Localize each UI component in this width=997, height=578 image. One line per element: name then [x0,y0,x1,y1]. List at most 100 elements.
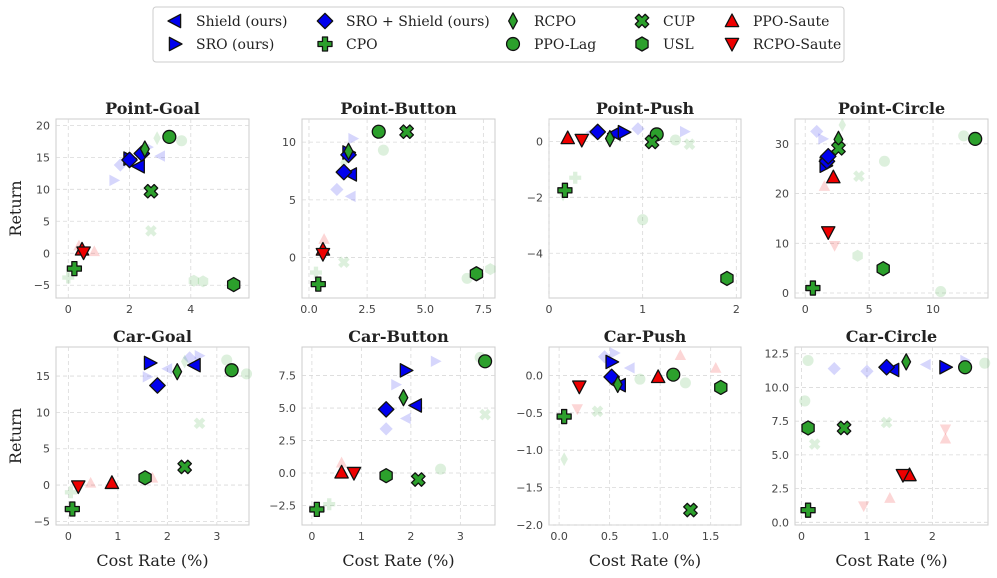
point-shield-ours [131,159,145,174]
panel-title: Point-Circle [838,99,945,118]
x-tick-label: 1.0 [651,530,669,543]
point-cpo [556,408,572,425]
x-tick-label: 10 [926,303,940,316]
y-tick-label: 10 [36,406,50,419]
legend-label-shield-ours: Shield (ours) [196,14,288,30]
faded-point-sro-ours [142,371,154,383]
panel-point-goal: 0 2 4 −5 0 5 10 15 20 Point-Goal Return [6,99,250,316]
faded-point-ppo-lag [377,144,389,156]
point-cpo [805,280,821,296]
point-sro-ours [143,355,158,371]
faded-point-ppo-lag [679,377,691,389]
y-tick-label: 0.0 [526,369,544,382]
faded-point-cup [853,170,865,182]
y-tick-label: 0 [289,252,296,265]
legend-label-rcpo-saute: RCPO-Saute [753,37,841,53]
point-ppo-saute [826,169,841,184]
point-ppo-saute [650,369,666,384]
legend-entry-rcpo-saute: RCPO-Saute [724,37,841,53]
y-axis-label: Return [6,408,25,464]
faded-point-rcpo [180,354,189,369]
panel-title: Car-Button [348,327,449,346]
y-tick-label: 0 [782,287,789,300]
faded-point-ppo-lag [637,214,649,226]
faded-point-ppo-lag [176,135,188,147]
faded-point-ppo-saute [710,361,722,373]
point-cup [410,472,426,487]
point-rcpo-saute [76,246,91,261]
point-rcpo [172,363,183,381]
faded-point-shield-ours [919,358,931,371]
plot-area [548,346,742,526]
faded-point-sro-shield-ours [379,422,393,436]
faded-point-rcpo-saute [828,240,841,252]
panel-title: Car-Circle [846,327,937,346]
x-tick-label: 1 [639,303,646,316]
x-tick-label: 0.0 [300,303,318,316]
legend-entry-rcpo: RCPO [508,12,576,30]
y-tick-label: 7.5 [772,415,790,428]
point-rcpo [139,140,150,158]
faded-point-sro-ours [109,174,121,187]
point-rcpo [343,142,354,161]
point-usl [720,270,734,287]
y-tick-label: 2.5 [279,435,297,448]
x-tick-label: 0 [798,530,805,543]
point-shield-ours [186,357,201,373]
point-rcpo-saute [572,380,587,395]
main-points [64,355,239,517]
y-tick-label: 10 [282,136,296,149]
faded-point-shield-ours [399,412,411,425]
faded-point-sro-shield-ours [631,122,645,136]
legend-label-ppo-saute: PPO-Saute [753,14,829,30]
faded-point-cup [193,417,206,430]
panel-title: Point-Button [340,99,457,118]
y-tick-label: 5.0 [772,449,790,462]
point-sro-shield-ours [878,358,895,376]
faded-point-ppo-lag [935,286,947,298]
x-tick-label: 4 [187,303,194,316]
panel-title: Car-Push [604,327,687,346]
point-cpo [66,260,83,277]
faded-point-usl [485,263,496,276]
legend-entry-cpo: CPO [317,36,378,53]
point-sro-ours [605,354,620,370]
faded-points [323,351,491,511]
point-ppo-lag [968,131,983,146]
y-tick-label: −0.5 [516,407,543,420]
point-ppo-lag [371,124,386,139]
y-tick-label: 12.5 [765,348,790,361]
x-tick-label: 1.5 [702,530,720,543]
panel-title: Point-Goal [105,99,200,118]
faded-point-ppo-saute [674,349,687,361]
point-rcpo-saute [895,468,911,483]
faded-point-sro-ours [430,355,442,367]
point-ppo-saute [104,475,120,490]
point-rcpo [604,129,615,148]
point-sro-shield-ours [149,377,166,394]
faded-point-sro-shield-ours [183,351,197,365]
legend-entry-sro-shield-ours: SRO + Shield (ours) [316,12,490,30]
y-tick-label: −4 [527,247,543,260]
faded-point-usl [197,275,209,288]
y-tick-label: 0 [43,247,50,260]
point-ppo-saute [334,464,349,479]
y-tick-label: −1.0 [516,444,543,457]
point-sro-ours [617,124,632,140]
y-tick-label: −2 [527,191,543,204]
point-rcpo-saute [574,133,590,148]
y-tick-label: 10 [775,237,789,250]
main-points [66,129,241,293]
x-tick-label: 0 [65,303,72,316]
faded-point-cup [338,256,350,268]
legend-marker-sro-ours [168,36,183,52]
legend-entry-usl: USL [635,36,694,53]
point-rcpo [901,353,912,371]
panel-car-push: 0.0 0.5 1.0 1.5 −2.0 −1.5 −1.0 −0.5 0.0 Car-Push C… [516,327,742,570]
point-cup [143,183,159,199]
panel-point-push: 0 1 2 −4 −2 0 Point-Push [527,99,742,316]
faded-point-cup [683,138,696,150]
faded-point-ppo-lag [634,373,646,385]
legend-marker-usl [635,36,649,52]
